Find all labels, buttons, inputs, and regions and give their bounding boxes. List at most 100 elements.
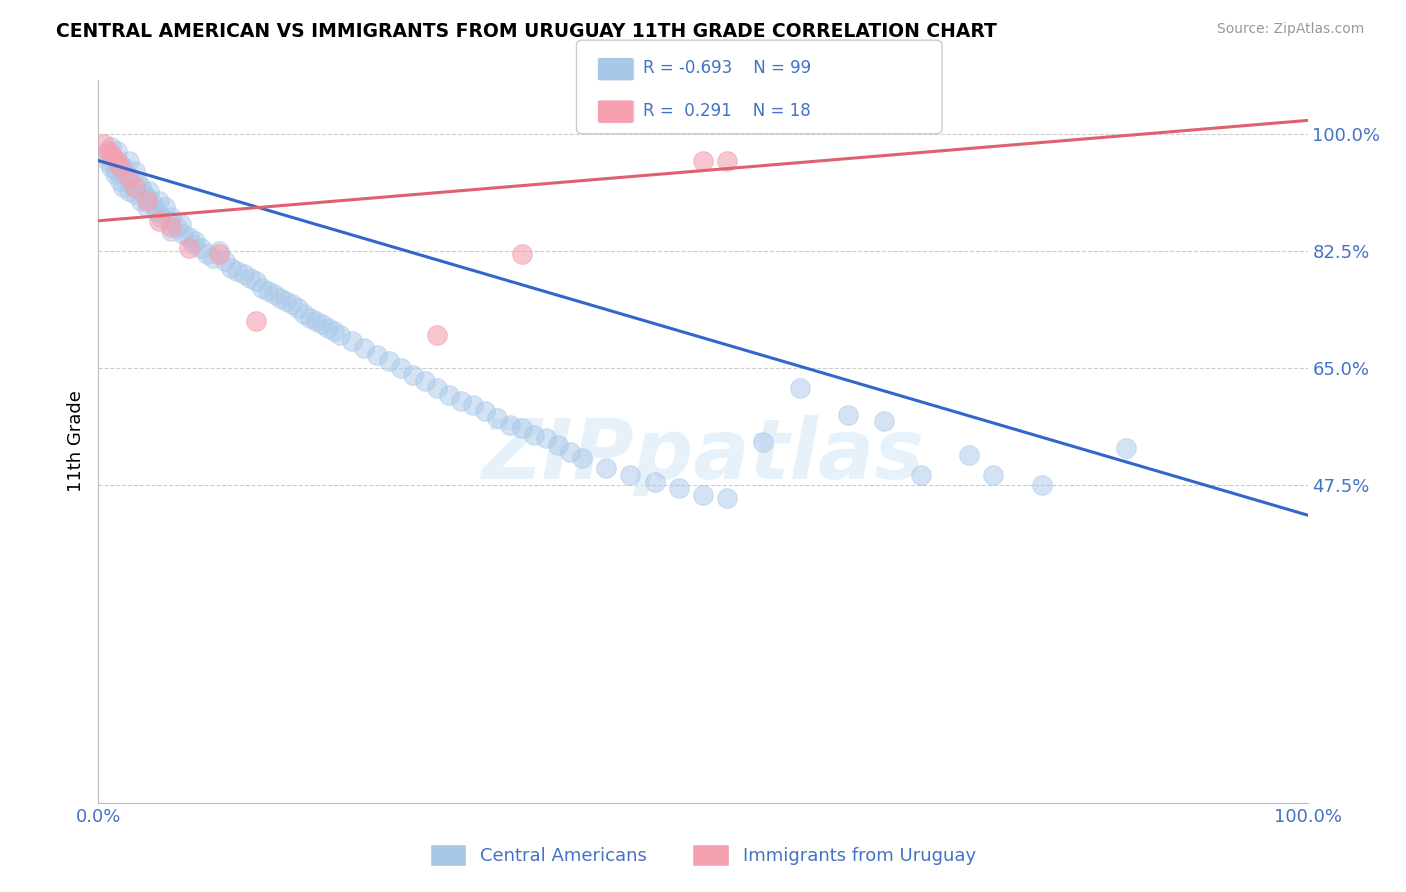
Point [114,167,136,181]
Point [269,291,291,305]
Point [97,153,120,168]
Point [305,314,328,328]
Point [184,234,207,248]
Point [105,153,128,168]
Point [226,264,249,278]
Point [150,211,173,225]
Point [160,224,183,238]
Point [558,444,581,458]
Legend: Central Americans, Immigrants from Uruguay: Central Americans, Immigrants from Urugu… [423,837,983,873]
Point [571,451,593,466]
Point [644,475,666,489]
Point [316,321,339,335]
Point [118,170,141,185]
Point [93,147,115,161]
Point [292,307,315,322]
Point [142,197,165,211]
Point [190,241,212,255]
Point [323,324,346,338]
Point [108,157,131,171]
Point [311,318,333,332]
Text: R = -0.693    N = 99: R = -0.693 N = 99 [643,60,811,78]
Point [172,227,194,242]
Point [111,161,134,175]
Point [426,327,449,342]
Point [534,431,557,445]
Point [145,203,167,218]
Point [100,147,122,161]
Point [157,214,180,228]
Point [111,180,134,194]
Point [121,177,143,191]
Point [873,414,896,429]
Point [93,136,115,151]
Point [124,180,146,194]
Point [221,260,243,275]
Point [329,327,352,342]
Point [129,180,152,194]
Point [716,491,738,506]
Point [166,220,188,235]
Point [263,287,285,301]
Point [523,427,546,442]
Point [127,173,149,188]
Point [101,153,124,168]
Point [692,153,714,168]
Point [117,170,139,185]
Point [100,161,122,175]
Point [450,394,472,409]
Point [195,247,218,261]
Point [160,220,183,235]
Point [105,163,128,178]
Point [1031,478,1053,492]
Point [957,448,980,462]
Text: Source: ZipAtlas.com: Source: ZipAtlas.com [1216,22,1364,37]
Point [148,194,170,208]
Point [135,201,157,215]
Point [135,190,157,204]
Point [105,144,128,158]
Point [160,211,183,225]
Point [129,194,152,208]
Point [239,270,262,285]
Point [752,434,775,449]
Point [510,421,533,435]
Point [134,187,156,202]
Point [789,381,811,395]
Point [910,467,932,482]
Point [353,341,375,355]
Point [1115,442,1137,455]
Point [463,398,485,412]
Point [595,461,617,475]
Point [668,482,690,496]
Point [274,294,297,309]
Point [437,387,460,401]
Point [101,150,124,164]
Point [108,173,131,188]
Point [510,247,533,261]
Y-axis label: 11th Grade: 11th Grade [66,391,84,492]
Point [389,361,412,376]
Point [135,194,157,208]
Point [716,153,738,168]
Point [281,297,304,311]
Point [402,368,425,382]
Point [153,201,176,215]
Text: R =  0.291    N = 18: R = 0.291 N = 18 [643,102,810,120]
Point [181,237,204,252]
Point [474,404,496,418]
Text: ZIPpatlas: ZIPpatlas [482,416,924,497]
Point [108,161,131,175]
Point [100,140,122,154]
Point [202,251,225,265]
Point [124,187,146,202]
Point [619,467,641,482]
Point [287,301,309,315]
Point [366,348,388,362]
Point [118,184,141,198]
Point [250,281,273,295]
Point [426,381,449,395]
Text: CENTRAL AMERICAN VS IMMIGRANTS FROM URUGUAY 11TH GRADE CORRELATION CHART: CENTRAL AMERICAN VS IMMIGRANTS FROM URUG… [56,22,997,41]
Point [138,184,160,198]
Point [148,214,170,228]
